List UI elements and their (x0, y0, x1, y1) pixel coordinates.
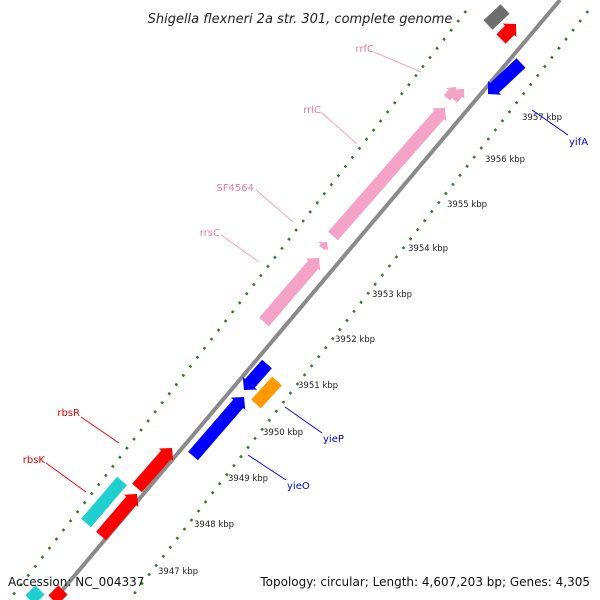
tick-label-3950: 3950 kbp (263, 428, 303, 438)
leader-rrfC (373, 51, 422, 73)
feature-edge-red (48, 585, 68, 600)
leader-yieP (284, 406, 323, 434)
map-title: Shigella flexneri 2a str. 301, complete … (148, 12, 453, 27)
tick-label-3949: 3949 kbp (228, 474, 268, 484)
gene-label-rrsC: rrsC (200, 228, 220, 239)
tick-label-3953: 3953 kbp (372, 290, 412, 300)
gene-label-rbsK: rbsK (23, 455, 46, 466)
feature-rrsC (259, 258, 321, 327)
gene-label-SF4564: SF4564 (216, 183, 254, 194)
feature-rbsR (132, 448, 174, 493)
feature-top-gray (483, 4, 510, 30)
gene-label-yieP: yieP (323, 434, 344, 445)
genome-summary: Topology: circular; Length: 4,607,203 bp… (259, 575, 590, 589)
leader-rbsR (80, 416, 120, 444)
gene-label-yieO: yieO (287, 481, 310, 492)
feature-rbsK (81, 476, 127, 528)
feature-rrfC-a (443, 87, 457, 101)
tick-label-3947: 3947 kbp (158, 567, 198, 577)
leader-rrsC (220, 234, 260, 263)
tick-label-3951: 3951 kbp (298, 381, 338, 391)
tick-label-3954: 3954 kbp (408, 244, 448, 254)
tick-label-3956: 3956 kbp (485, 155, 525, 165)
tick-labels: 3947 kbp 3948 kbp 3949 kbp 3950 kbp 3951… (158, 113, 562, 577)
outer-tick-dots (8, 10, 468, 600)
tick-label-3957: 3957 kbp (522, 113, 562, 123)
feature-rbsK-2 (96, 494, 139, 541)
feature-yifA (488, 58, 526, 95)
leader-rrlC (320, 111, 358, 145)
accession-label: Accession: NC_004337 (8, 575, 144, 589)
feature-yieO (188, 397, 246, 461)
tick-label-3952: 3952 kbp (335, 335, 375, 345)
feature-rrlC (328, 108, 447, 241)
gene-label-rbsR: rbsR (57, 408, 80, 419)
leader-SF4564 (255, 189, 294, 223)
leader-rbsK (45, 462, 87, 493)
tick-label-3948: 3948 kbp (194, 520, 234, 530)
leader-lines (45, 51, 569, 493)
gene-label-rrfC: rrfC (355, 44, 374, 55)
feature-yieP (251, 376, 282, 409)
feature-SF4564 (318, 242, 329, 251)
gene-label-rrlC: rrlC (303, 105, 321, 116)
feature-top-red (496, 23, 517, 44)
gene-label-yifA: yifA (569, 137, 588, 148)
inner-tick-dots (128, 10, 590, 600)
feature-rrfC-b (451, 89, 465, 103)
leader-yifA (531, 109, 569, 136)
gene-features (25, 4, 526, 600)
gene-labels: rrfC rrlC SF4564 rrsC rbsR rbsK yifA yie… (23, 44, 588, 492)
feature-edge-cyan (25, 585, 45, 600)
leader-yieO (247, 454, 287, 481)
genome-backbone (52, 0, 562, 600)
tick-label-3955: 3955 kbp (447, 200, 487, 210)
feature-yieO-b (242, 359, 272, 390)
